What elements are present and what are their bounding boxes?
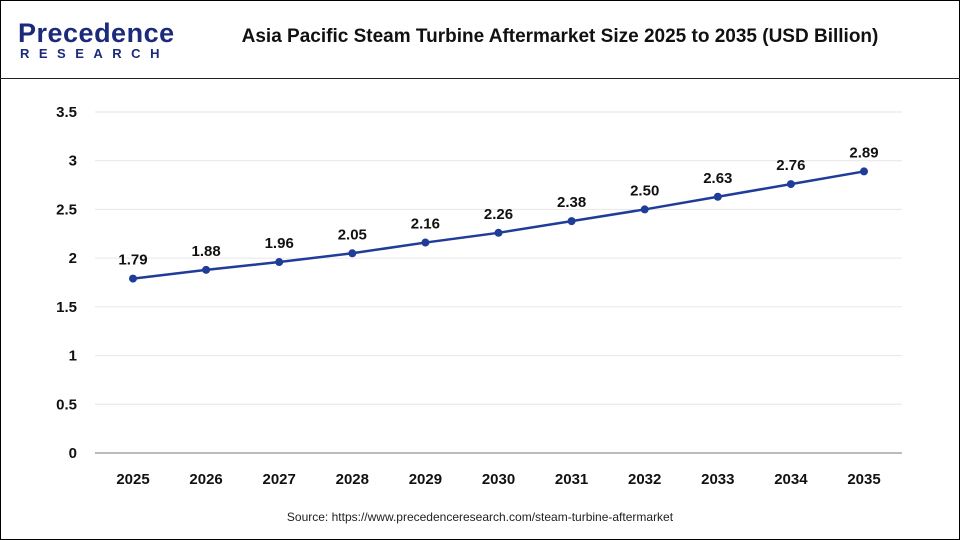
- header: Precedence RESEARCH Asia Pacific Steam T…: [0, 0, 960, 79]
- x-tick-label: 2034: [774, 471, 808, 488]
- x-tick-label: 2033: [701, 471, 734, 488]
- y-tick-label: 2.5: [56, 201, 77, 218]
- data-point: [713, 192, 722, 201]
- data-point: [202, 265, 211, 274]
- x-tick-label: 2030: [482, 471, 515, 488]
- chart-title: Asia Pacific Steam Turbine Aftermarket S…: [241, 26, 879, 47]
- y-tick-label: 0: [69, 445, 77, 462]
- series-line: [132, 170, 865, 280]
- data-point: [567, 217, 576, 226]
- precedence-research-logo: Precedence RESEARCH: [18, 20, 175, 62]
- data-point: [421, 238, 430, 247]
- data-label: 2.63: [703, 170, 732, 187]
- data-point: [786, 180, 795, 189]
- x-tick-label: 2025: [116, 471, 149, 488]
- y-tick-label: 3.5: [56, 104, 77, 121]
- y-tick-label: 1: [69, 348, 77, 365]
- data-label: 1.88: [191, 243, 220, 260]
- y-tick-label: 2: [69, 250, 77, 267]
- x-tick-label: 2026: [189, 471, 222, 488]
- x-tick-label: 2032: [628, 471, 661, 488]
- x-tick-label: 2029: [409, 471, 442, 488]
- data-point: [640, 205, 649, 214]
- data-label: 2.76: [776, 157, 805, 174]
- data-label: 2.50: [630, 182, 659, 199]
- data-label: 1.96: [265, 235, 294, 252]
- y-tick-label: 1.5: [56, 299, 77, 316]
- x-tick-label: 2028: [336, 471, 369, 488]
- x-tick-label: 2027: [263, 471, 296, 488]
- logo-subtext: RESEARCH: [20, 46, 169, 61]
- data-point: [129, 274, 137, 283]
- data-point: [494, 228, 503, 237]
- data-label: 2.26: [484, 206, 513, 223]
- source-text: Source: https://www.precedenceresearch.c…: [286, 510, 674, 524]
- data-point: [860, 167, 868, 176]
- data-label: 2.89: [849, 144, 878, 161]
- data-label: 2.05: [338, 226, 367, 243]
- y-tick-label: 0.5: [56, 396, 77, 413]
- logo-text: Precedence: [18, 18, 175, 48]
- x-tick-label: 2035: [847, 471, 880, 488]
- x-tick-label: 2031: [555, 471, 588, 488]
- data-label: 1.79: [118, 252, 147, 269]
- data-point: [275, 258, 284, 267]
- data-label: 2.38: [557, 194, 586, 211]
- y-tick-label: 3: [69, 153, 77, 170]
- data-label: 2.16: [411, 216, 440, 233]
- data-point: [348, 249, 357, 258]
